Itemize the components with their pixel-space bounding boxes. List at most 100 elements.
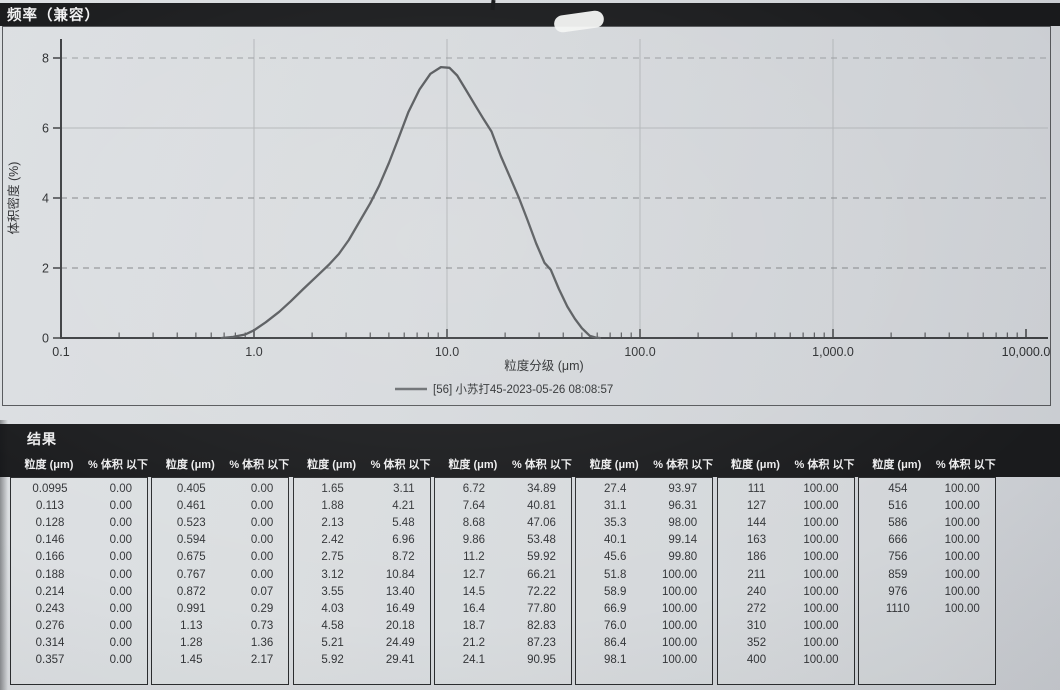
size-value: 2.42 bbox=[321, 534, 344, 547]
table-row: 0.405 0.00 bbox=[152, 480, 288, 497]
chart-section-header: 频率（兼容） bbox=[0, 3, 1060, 26]
distribution-curve bbox=[220, 65, 602, 340]
y-axis-title: 体积密度 (%) bbox=[6, 162, 21, 235]
results-column-group: 0.0995 0.00 0.113 0.00 0.128 0.00 0.146 0.00 0.1… bbox=[10, 477, 148, 685]
size-value: 859 bbox=[888, 568, 908, 581]
results-section-header: 结果 粒度 (μm) % 体积 以下 粒度 (μm) % 体积 以下 粒度 (μm) % … bbox=[0, 424, 1060, 477]
pct-value: 100.00 bbox=[944, 585, 980, 598]
table-row: 144 100.00 bbox=[718, 514, 854, 531]
table-row: 24.1 90.95 bbox=[435, 652, 571, 669]
pct-value: 82.83 bbox=[527, 620, 556, 633]
table-row: 3.12 10.84 bbox=[294, 566, 430, 583]
table-row: 45.6 99.80 bbox=[576, 549, 712, 566]
table-row: 3.55 13.40 bbox=[294, 583, 430, 600]
size-value: 24.1 bbox=[462, 654, 486, 667]
pct-value: 100.00 bbox=[662, 602, 698, 615]
table-row: 5.92 29.41 bbox=[294, 652, 430, 669]
pct-column-header: % 体积 以下 bbox=[511, 459, 572, 471]
pct-value: 100.00 bbox=[662, 620, 698, 633]
pct-value: 100.00 bbox=[803, 482, 839, 495]
size-value: 1110 bbox=[885, 602, 910, 615]
legend-label: [56] 小苏打45-2023-05-26 08:08:57 bbox=[433, 382, 613, 396]
table-row: 31.1 96.31 bbox=[576, 497, 712, 514]
pct-column-header: % 体积 以下 bbox=[794, 459, 855, 471]
pct-value: 100.00 bbox=[662, 654, 698, 667]
table-row: 0.276 0.00 bbox=[11, 618, 147, 635]
pct-value: 24.49 bbox=[385, 637, 415, 650]
table-row: 0.0995 0.00 bbox=[11, 480, 147, 497]
size-value: 0.214 bbox=[35, 585, 65, 598]
table-row: 9.86 53.48 bbox=[435, 532, 571, 549]
size-column-header: 粒度 (μm) bbox=[307, 459, 357, 471]
size-value: 127 bbox=[746, 499, 767, 512]
x-tick-label: 10.0 bbox=[435, 345, 459, 359]
size-value: 27.4 bbox=[603, 482, 627, 495]
pct-value: 0.00 bbox=[109, 602, 132, 615]
size-value: 516 bbox=[888, 499, 908, 512]
size-value: 186 bbox=[746, 551, 767, 564]
size-value: 5.21 bbox=[321, 637, 344, 650]
table-row: 4.58 20.18 bbox=[294, 618, 430, 635]
size-value: 0.461 bbox=[176, 499, 206, 512]
size-value: 0.113 bbox=[36, 499, 64, 512]
pct-value: 100.00 bbox=[662, 585, 698, 598]
pct-value: 100.00 bbox=[803, 654, 839, 667]
pct-value: 100.00 bbox=[662, 637, 698, 650]
table-row: 40.1 99.14 bbox=[576, 532, 712, 549]
table-row: 18.7 82.83 bbox=[435, 618, 571, 635]
table-row: 0.166 0.00 bbox=[11, 549, 147, 566]
size-value: 1.65 bbox=[321, 482, 344, 495]
pct-value: 72.22 bbox=[527, 585, 556, 598]
results-column-group: 111 100.00 127 100.00 144 100.00 163 100.00 186 1… bbox=[716, 477, 855, 685]
table-row: 27.4 93.97 bbox=[576, 480, 712, 497]
size-value: 40.1 bbox=[603, 534, 627, 547]
pct-value: 8.72 bbox=[392, 551, 415, 564]
table-row: 1.45 2.17 bbox=[152, 652, 288, 669]
results-column-group: 27.4 93.97 31.1 96.31 35.3 98.00 40.1 99.14 45.6… bbox=[575, 477, 714, 685]
table-row: 11.2 59.92 bbox=[435, 549, 571, 566]
pct-value: 100.00 bbox=[803, 551, 839, 564]
table-row: 6.72 34.89 bbox=[435, 480, 571, 497]
table-row: 211 100.00 bbox=[718, 566, 854, 583]
size-value: 0.675 bbox=[176, 551, 206, 564]
pct-value: 3.11 bbox=[393, 482, 415, 495]
pct-value: 0.07 bbox=[250, 585, 274, 598]
table-row: 859 100.00 bbox=[859, 566, 995, 583]
size-value: 0.991 bbox=[176, 602, 206, 615]
size-value: 163 bbox=[746, 534, 767, 547]
size-value: 0.188 bbox=[35, 568, 65, 581]
pct-value: 100.00 bbox=[944, 482, 980, 495]
size-value: 0.872 bbox=[176, 585, 206, 598]
size-column-header: 粒度 (μm) bbox=[731, 459, 780, 471]
table-row: 0.128 0.00 bbox=[11, 514, 147, 531]
size-value: 21.2 bbox=[462, 637, 486, 650]
table-row: 1.28 1.36 bbox=[152, 635, 288, 652]
y-tick-label: 8 bbox=[42, 52, 49, 66]
table-row: 0.146 0.00 bbox=[11, 532, 147, 549]
pct-value: 0.00 bbox=[250, 499, 274, 512]
size-value: 400 bbox=[746, 654, 767, 667]
size-value: 16.4 bbox=[462, 602, 486, 615]
pct-value: 93.97 bbox=[668, 482, 698, 495]
pct-value: 100.00 bbox=[662, 568, 698, 581]
pct-value: 4.21 bbox=[392, 499, 415, 512]
column-group-header: 粒度 (μm) % 体积 以下 bbox=[293, 451, 431, 477]
size-value: 310 bbox=[746, 620, 767, 633]
size-value: 76.0 bbox=[603, 620, 627, 633]
table-row: 1.88 4.21 bbox=[294, 497, 430, 514]
table-row: 35.3 98.00 bbox=[576, 514, 712, 531]
frequency-chart: 0 2 4 6 8 0.1 1.0 10.0 100.0 1,000.0 10,000.0 体积密度 … bbox=[6, 39, 1050, 396]
table-row: 0.214 0.00 bbox=[11, 583, 147, 600]
pct-value: 53.48 bbox=[527, 534, 556, 547]
pct-value: 100.00 bbox=[803, 568, 839, 581]
pct-column-header: % 体积 以下 bbox=[88, 459, 148, 471]
results-table-body: 0.0995 0.00 0.113 0.00 0.128 0.00 0.146 0.00 0.1… bbox=[0, 477, 1060, 688]
pct-value: 98.00 bbox=[668, 516, 698, 529]
table-row: 12.7 66.21 bbox=[435, 566, 571, 583]
size-value: 18.7 bbox=[462, 620, 486, 633]
size-value: 0.594 bbox=[176, 534, 206, 547]
table-row: 516 100.00 bbox=[859, 497, 995, 514]
size-value: 0.128 bbox=[35, 516, 65, 529]
size-column-header: 粒度 (μm) bbox=[24, 459, 74, 471]
